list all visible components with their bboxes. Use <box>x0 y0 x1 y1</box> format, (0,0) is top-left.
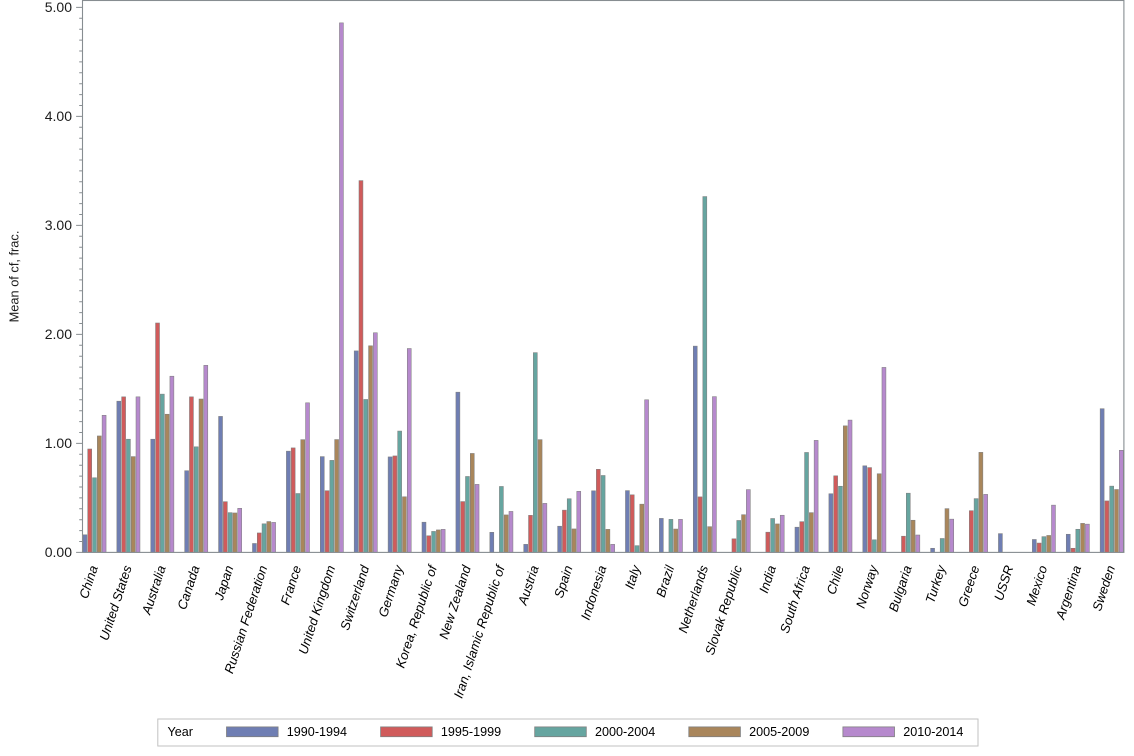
svg-text:1.00: 1.00 <box>45 435 72 451</box>
svg-text:3.00: 3.00 <box>45 217 72 233</box>
svg-text:4.00: 4.00 <box>45 108 72 124</box>
svg-text:2010-2014: 2010-2014 <box>903 725 963 739</box>
svg-text:2000-2004: 2000-2004 <box>595 725 655 739</box>
svg-text:1995-1999: 1995-1999 <box>441 725 501 739</box>
svg-text:Year: Year <box>168 725 193 739</box>
svg-text:Italy: Italy <box>622 562 644 591</box>
svg-text:5.00: 5.00 <box>45 0 72 15</box>
svg-text:Mean of cf, frac.: Mean of cf, frac. <box>7 231 22 323</box>
svg-text:2.00: 2.00 <box>45 326 72 342</box>
svg-text:2005-2009: 2005-2009 <box>749 725 809 739</box>
svg-text:0.00: 0.00 <box>45 544 72 560</box>
svg-text:1990-1994: 1990-1994 <box>287 725 347 739</box>
